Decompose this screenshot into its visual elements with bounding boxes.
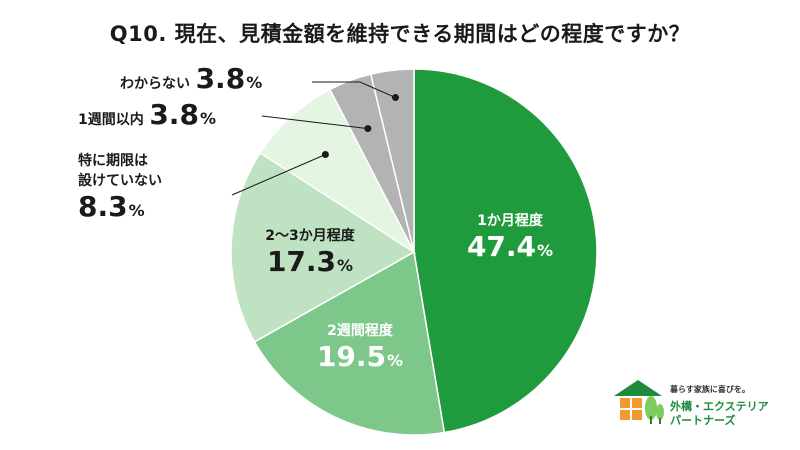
house-logo-icon — [614, 380, 664, 424]
pie-slice-1month — [413, 68, 598, 434]
pie-slice-no-limit — [259, 88, 416, 255]
slice-label-unknown: わからない 3.8% — [120, 62, 263, 95]
slice-label-2weeks: 2週間程度 19.5% — [316, 323, 404, 373]
logo-brand-line1: 外構・エクステリア — [670, 400, 769, 413]
leader-line-within-1week — [261, 115, 368, 130]
pie-slice-2weeks — [253, 250, 446, 436]
logo-brand-line2: パートナーズ — [670, 414, 736, 427]
brand-logo: 暮らす家族に喜びを。 外構・エクステリア パートナーズ — [612, 378, 792, 438]
leader-lines — [231, 81, 399, 196]
leader-line-no-limit — [231, 154, 326, 196]
logo-tagline: 暮らす家族に喜びを。 — [670, 385, 750, 394]
slice-label-1month: 1か月程度 47.4% — [466, 213, 554, 263]
pie-slice-2-3months — [230, 151, 416, 343]
slice-label-2-3months: 2〜3か月程度 17.3% — [265, 228, 355, 278]
chart-title: Q10. 現在、見積金額を維持できる期間はどの程度ですか？ — [109, 22, 691, 46]
pie-slice-unknown — [369, 68, 415, 253]
pie-slices — [230, 68, 598, 436]
leader-line-unknown — [312, 81, 396, 99]
slice-label-within-1week: 1週間以内 3.8% — [78, 98, 216, 131]
slice-label-no-limit: 特に期限は 設けていない 8.3% — [78, 153, 162, 223]
